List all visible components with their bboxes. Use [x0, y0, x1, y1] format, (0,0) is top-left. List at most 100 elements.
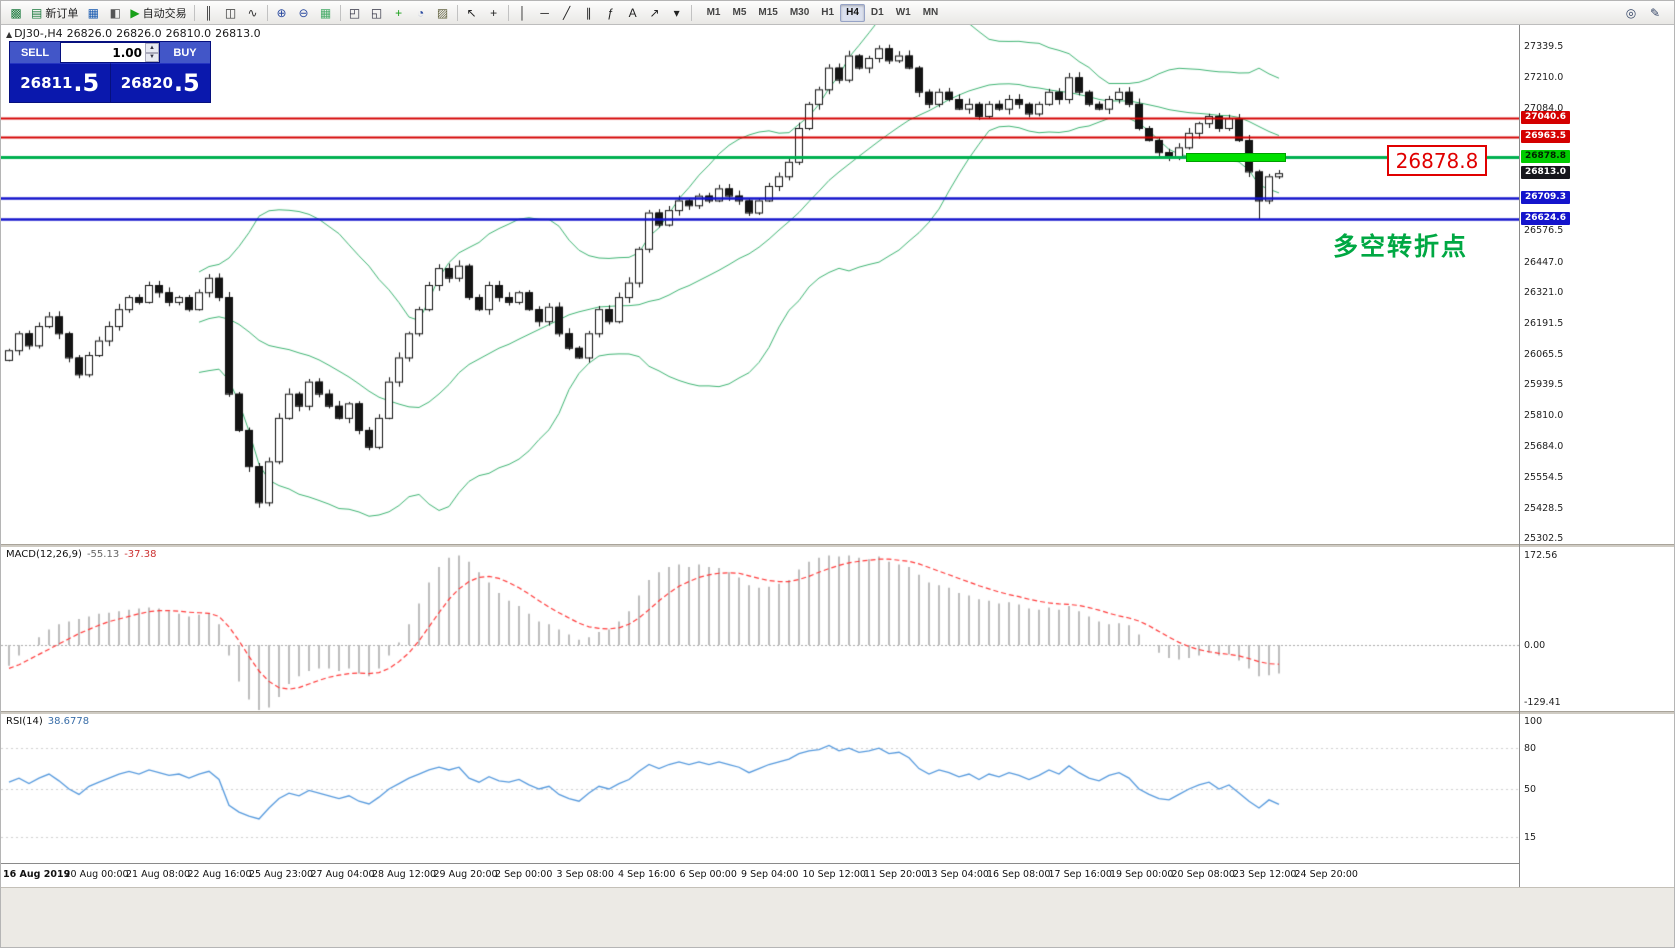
rsi-tick: 15	[1524, 831, 1537, 843]
channel-button[interactable]: ∥	[578, 3, 600, 23]
cascade-windows-button[interactable]: ◱	[366, 3, 388, 23]
time-tick: 22 Aug 16:00	[187, 869, 252, 880]
crosshair-icon: +	[490, 5, 498, 20]
time-axis[interactable]: 16 Aug 2019 20 Aug 00:00 21 Aug 08:00 22 Au…	[1, 863, 1519, 888]
bar-chart-icon: ║	[204, 5, 213, 20]
time-tick: 20 Sep 08:00	[1171, 869, 1235, 880]
add-indicator-button[interactable]: +	[388, 3, 410, 23]
price-tick: 25939.5	[1524, 379, 1564, 391]
cursor-icon: ↖	[466, 5, 477, 20]
template-button[interactable]: ▨	[432, 3, 454, 23]
low-value: 26810.0	[165, 27, 212, 40]
price-tick: 25684.0	[1524, 440, 1564, 452]
auto-trading-button[interactable]: ▶ 自动交易	[126, 3, 190, 23]
new-order-button[interactable]: ▤ 新订单	[27, 3, 82, 23]
timeframe-m5-button[interactable]: M5	[726, 4, 752, 22]
macd-label: MACD(12,26,9) -55.13 -37.38	[6, 549, 156, 560]
time-tick: 16 Sep 08:00	[987, 869, 1051, 880]
data-window-icon-button[interactable]: ◧	[104, 3, 126, 23]
volume-increase-button[interactable]: ▲	[145, 43, 159, 53]
arrows-button[interactable]: ↗	[644, 3, 666, 23]
timeframe-m1-button[interactable]: M1	[701, 4, 727, 22]
rsi-label: RSI(14) 38.6778	[6, 716, 89, 727]
channel-icon: ∥	[585, 5, 592, 20]
price-badge: 27040.6	[1521, 111, 1570, 125]
new-chart-icon-button[interactable]: ▩	[5, 3, 27, 23]
new-chart-icon-icon: ▩	[10, 5, 22, 20]
sell-price-button[interactable]: 26811 .5	[10, 63, 111, 102]
timeframe-m15-button[interactable]: M15	[752, 4, 783, 22]
text-button[interactable]: A	[622, 3, 644, 23]
grid-button[interactable]: ▦	[315, 3, 337, 23]
time-tick: 19 Sep 00:00	[1110, 869, 1174, 880]
period-icon: ◔	[416, 5, 425, 20]
buy-price-frac: .5	[173, 69, 200, 97]
toolbar-separator	[266, 4, 268, 21]
macd-tick: 0.00	[1524, 640, 1546, 651]
support-zone-highlight[interactable]	[1186, 152, 1286, 162]
timeframe-h4-button[interactable]: H4	[840, 3, 865, 22]
buy-price-button[interactable]: 26820 .5	[110, 63, 210, 102]
price-badge: 26624.6	[1521, 211, 1570, 225]
price-tick: 27339.5	[1524, 41, 1564, 52]
volume-decrease-button[interactable]: ▼	[145, 52, 159, 62]
toolbar-separator	[193, 4, 195, 21]
search-button[interactable]: ◎	[1620, 3, 1642, 23]
turning-point-annotation[interactable]: 多空转折点	[1333, 232, 1469, 261]
fibonacci-button[interactable]: ƒ	[600, 3, 622, 23]
cascade-windows-icon: ◱	[370, 5, 383, 20]
zoom-in-button[interactable]: ⊕	[271, 3, 293, 23]
search-icon: ◎	[1625, 5, 1637, 20]
auto-trading-button-label: 自动交易	[142, 7, 187, 20]
price-axis-border	[1519, 25, 1520, 887]
period-button[interactable]: ◔	[410, 3, 432, 23]
price-axis[interactable]: 27339.5 27210.0 27084.0 26576.5 26447.0 26321…	[1520, 25, 1674, 544]
timeframe-mn-button[interactable]: MN	[917, 4, 945, 22]
price-tick: 26065.5	[1524, 348, 1564, 360]
time-tick: 28 Aug 12:00	[372, 869, 437, 880]
price-badge: 26813.0	[1521, 166, 1570, 180]
trendline-button[interactable]: ╱	[556, 3, 578, 23]
line-chart-button[interactable]: ∿	[242, 3, 264, 23]
main-price-chart[interactable]	[1, 25, 1519, 544]
price-callout-box[interactable]: 26878.8	[1387, 145, 1487, 176]
rsi-value: 38.6778	[47, 716, 90, 727]
macd-name: MACD(12,26,9)	[6, 549, 82, 560]
volume-input[interactable]	[61, 43, 145, 62]
price-tick: 26447.0	[1524, 256, 1564, 268]
vertical-line-button[interactable]: │	[512, 3, 534, 23]
rsi-tick: 80	[1524, 743, 1537, 755]
zoom-out-button[interactable]: ⊖	[293, 3, 315, 23]
crosshair-button[interactable]: +	[483, 3, 505, 23]
time-tick: 10 Sep 12:00	[802, 869, 866, 880]
macd-axis[interactable]: 172.56 0.00 -129.41	[1520, 547, 1674, 711]
text-icon: A	[628, 5, 637, 20]
chart-area: ▲ DJ30-,H4 26826.0 26826.0 26810.0 26813.0 SE…	[1, 25, 1674, 888]
tile-windows-button[interactable]: ◰	[344, 3, 366, 23]
macd-indicator-chart[interactable]	[1, 547, 1519, 711]
sell-price-frac: .5	[73, 69, 100, 97]
sell-header[interactable]: SELL	[10, 42, 60, 63]
time-tick: 20 Aug 00:00	[64, 869, 129, 880]
buy-header[interactable]: BUY	[160, 42, 210, 63]
horizontal-line-button[interactable]: ─	[534, 3, 556, 23]
volume-spinner: ▲ ▼	[145, 43, 159, 62]
cursor-button[interactable]: ↖	[461, 3, 483, 23]
panel-splitter[interactable]	[1, 544, 1674, 547]
timeframe-d1-button[interactable]: D1	[865, 4, 890, 22]
rsi-tick: 100	[1524, 716, 1543, 727]
sell-price-main: 26811	[20, 74, 73, 92]
panel-splitter[interactable]	[1, 711, 1674, 714]
bar-chart-button[interactable]: ║	[198, 3, 220, 23]
rsi-indicator-chart[interactable]	[1, 714, 1519, 863]
volume-control: ▲ ▼	[60, 42, 160, 63]
timeframe-w1-button[interactable]: W1	[890, 4, 917, 22]
shapes-dropdown-button[interactable]: ▾	[666, 3, 688, 23]
candlestick-chart-button[interactable]: ◫	[220, 3, 242, 23]
rsi-axis[interactable]: 100 80 50 15	[1520, 714, 1674, 863]
market-watch-icon-button[interactable]: ▦	[82, 3, 104, 23]
timeframe-h1-button[interactable]: H1	[815, 4, 840, 22]
time-tick: 2 Sep 00:00	[495, 869, 553, 880]
edit-button[interactable]: ✎	[1644, 3, 1666, 23]
timeframe-m30-button[interactable]: M30	[784, 4, 815, 22]
